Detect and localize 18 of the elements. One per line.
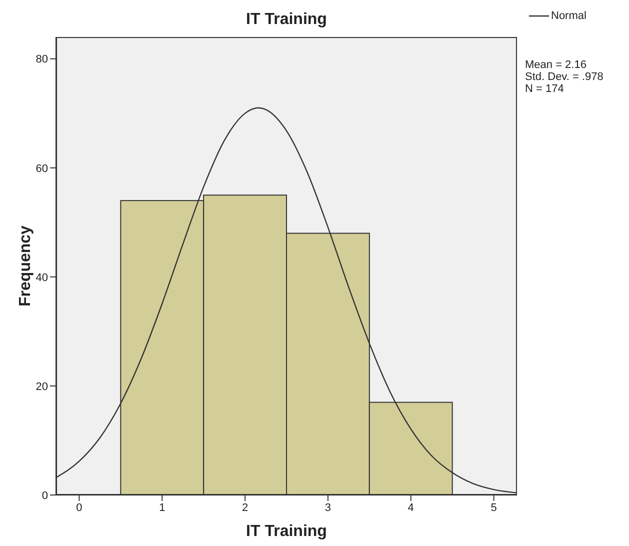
- y-axis-title: Frequency: [16, 224, 35, 308]
- y-tick-label: 0: [42, 490, 48, 502]
- y-tick-label: 40: [36, 272, 48, 284]
- x-tick-label: 0: [76, 502, 82, 514]
- text: Mean = 2.16: [525, 59, 588, 71]
- y-tick-label: 60: [36, 162, 48, 175]
- text: Std. Dev. = .978: [525, 71, 604, 83]
- x-tick-label: 4: [408, 502, 414, 514]
- x-tick-label: 1: [159, 502, 166, 514]
- x-axis-title: IT Training: [245, 523, 328, 541]
- text: N = 174: [525, 83, 565, 95]
- chart-title: IT Training: [245, 11, 328, 29]
- y-tick-label: 80: [36, 54, 48, 66]
- x-tick-label: 3: [324, 502, 332, 514]
- x-tick-label: 5: [490, 502, 497, 514]
- legend-label: Normal: [551, 10, 586, 22]
- y-tick-label: 20: [36, 380, 48, 393]
- x-tick-label: 2: [242, 502, 248, 514]
